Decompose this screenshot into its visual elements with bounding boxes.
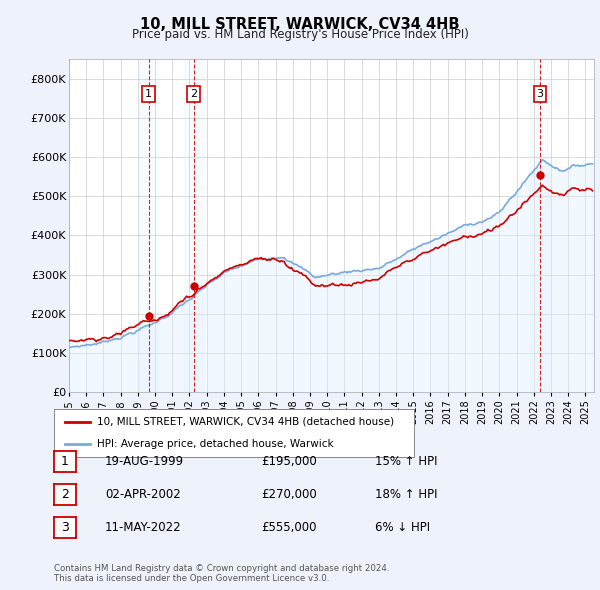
Text: 15% ↑ HPI: 15% ↑ HPI bbox=[375, 455, 437, 468]
Text: 18% ↑ HPI: 18% ↑ HPI bbox=[375, 488, 437, 501]
Bar bbox=[530, 59, 550, 392]
Text: 1: 1 bbox=[61, 455, 69, 468]
Text: 2: 2 bbox=[190, 89, 197, 99]
Text: 10, MILL STREET, WARWICK, CV34 4HB: 10, MILL STREET, WARWICK, CV34 4HB bbox=[140, 17, 460, 32]
Text: 3: 3 bbox=[61, 521, 69, 534]
Bar bbox=[184, 59, 203, 392]
Text: 11-MAY-2022: 11-MAY-2022 bbox=[105, 521, 182, 534]
Text: £555,000: £555,000 bbox=[261, 521, 317, 534]
Text: £270,000: £270,000 bbox=[261, 488, 317, 501]
Text: Contains HM Land Registry data © Crown copyright and database right 2024.
This d: Contains HM Land Registry data © Crown c… bbox=[54, 563, 389, 583]
Text: 3: 3 bbox=[536, 89, 544, 99]
Text: 1: 1 bbox=[145, 89, 152, 99]
Text: £195,000: £195,000 bbox=[261, 455, 317, 468]
Bar bbox=[139, 59, 158, 392]
Text: Price paid vs. HM Land Registry's House Price Index (HPI): Price paid vs. HM Land Registry's House … bbox=[131, 28, 469, 41]
Text: 2: 2 bbox=[61, 488, 69, 501]
Text: 02-APR-2002: 02-APR-2002 bbox=[105, 488, 181, 501]
Text: 6% ↓ HPI: 6% ↓ HPI bbox=[375, 521, 430, 534]
Text: 19-AUG-1999: 19-AUG-1999 bbox=[105, 455, 184, 468]
Text: 10, MILL STREET, WARWICK, CV34 4HB (detached house): 10, MILL STREET, WARWICK, CV34 4HB (deta… bbox=[97, 417, 394, 427]
Text: HPI: Average price, detached house, Warwick: HPI: Average price, detached house, Warw… bbox=[97, 439, 334, 449]
